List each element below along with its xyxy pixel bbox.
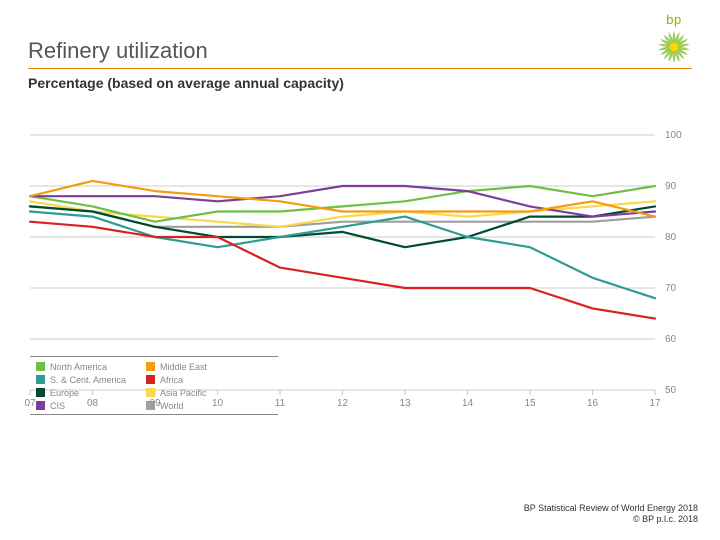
legend-item-world: World — [146, 399, 207, 412]
legend-swatch — [36, 401, 45, 410]
legend-swatch — [36, 362, 45, 371]
legend-swatch — [146, 388, 155, 397]
legend-swatch — [146, 362, 155, 371]
y-axis-label: 80 — [665, 232, 677, 243]
legend-item-s_cent_america: S. & Cent. America — [36, 373, 126, 386]
legend-item-asia_pacific: Asia Pacific — [146, 386, 207, 399]
legend-label: S. & Cent. America — [50, 375, 126, 385]
x-axis-label: 14 — [462, 398, 474, 409]
bp-logo: bp — [650, 12, 698, 70]
legend-label: CIS — [50, 401, 65, 411]
y-axis-label: 90 — [665, 181, 677, 192]
legend-item-europe: Europe — [36, 386, 126, 399]
footer-copyright: © BP p.l.c. 2018 — [524, 514, 698, 526]
chart-title: Refinery utilization — [28, 38, 692, 69]
x-axis-label: 12 — [337, 398, 349, 409]
legend-label: North America — [50, 362, 107, 372]
legend-label: Middle East — [160, 362, 207, 372]
x-axis-label: 13 — [399, 398, 411, 409]
x-axis-label: 15 — [524, 398, 536, 409]
legend-label: Europe — [50, 388, 79, 398]
legend-item-cis: CIS — [36, 399, 126, 412]
bp-logo-text: bp — [650, 12, 698, 27]
legend-item-north_america: North America — [36, 360, 126, 373]
legend-label: World — [160, 401, 183, 411]
legend-bottom-rule — [30, 414, 278, 415]
y-axis-label: 100 — [665, 130, 682, 141]
legend-swatch — [36, 388, 45, 397]
legend-swatch — [36, 375, 45, 384]
footer-source: BP Statistical Review of World Energy 20… — [524, 503, 698, 515]
legend-label: Asia Pacific — [160, 388, 207, 398]
series-africa — [30, 222, 655, 319]
y-axis-label: 70 — [665, 283, 677, 294]
x-axis-label: 07 — [24, 398, 36, 409]
y-axis-label: 60 — [665, 334, 677, 345]
x-axis-label: 17 — [649, 398, 661, 409]
chart-subtitle: Percentage (based on average annual capa… — [28, 75, 692, 91]
x-axis-label: 16 — [587, 398, 599, 409]
legend-swatch — [146, 401, 155, 410]
footer: BP Statistical Review of World Energy 20… — [524, 503, 698, 526]
chart-legend: North America S. & Cent. America Europe CIS… — [36, 360, 296, 412]
series-s_cent_america — [30, 212, 655, 299]
y-axis-label: 50 — [665, 385, 677, 396]
legend-top-rule — [30, 356, 278, 357]
legend-item-middle_east: Middle East — [146, 360, 207, 373]
legend-label: Africa — [160, 375, 183, 385]
legend-item-africa: Africa — [146, 373, 207, 386]
legend-swatch — [146, 375, 155, 384]
bp-logo-flower — [650, 29, 698, 70]
